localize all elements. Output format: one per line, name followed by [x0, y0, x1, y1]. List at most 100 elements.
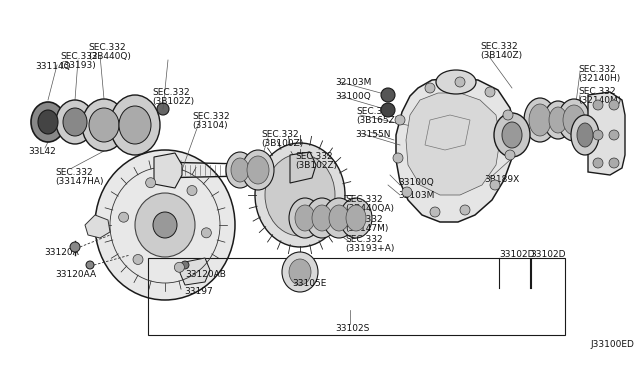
Text: 33102S: 33102S	[335, 324, 369, 333]
Polygon shape	[154, 153, 182, 188]
Text: (32140H): (32140H)	[578, 74, 620, 83]
Circle shape	[181, 261, 189, 269]
Circle shape	[381, 103, 395, 117]
Circle shape	[118, 212, 129, 222]
Circle shape	[455, 77, 465, 87]
Text: SEC.332: SEC.332	[152, 88, 189, 97]
Circle shape	[609, 130, 619, 140]
Circle shape	[187, 186, 197, 196]
Ellipse shape	[95, 150, 235, 300]
Ellipse shape	[544, 101, 572, 139]
Text: 33114Q: 33114Q	[35, 62, 70, 71]
Text: SEC.332: SEC.332	[578, 87, 616, 96]
Ellipse shape	[56, 100, 94, 144]
Circle shape	[430, 207, 440, 217]
Text: SEC.332: SEC.332	[261, 130, 299, 139]
Ellipse shape	[289, 259, 311, 285]
Circle shape	[381, 88, 395, 102]
Circle shape	[393, 153, 403, 163]
Circle shape	[503, 110, 513, 120]
Text: 33155N: 33155N	[355, 130, 390, 139]
Text: 33197: 33197	[184, 287, 212, 296]
Text: (32140M): (32140M)	[578, 96, 621, 105]
Circle shape	[593, 130, 603, 140]
Circle shape	[86, 261, 94, 269]
Ellipse shape	[295, 205, 315, 231]
Circle shape	[593, 158, 603, 168]
Circle shape	[395, 115, 405, 125]
Text: 33102D: 33102D	[530, 250, 566, 259]
Polygon shape	[588, 92, 625, 175]
Polygon shape	[180, 258, 210, 285]
Polygon shape	[85, 215, 110, 238]
Ellipse shape	[502, 122, 522, 148]
Polygon shape	[290, 152, 316, 183]
Ellipse shape	[323, 198, 355, 238]
Ellipse shape	[38, 110, 58, 134]
Circle shape	[146, 178, 156, 188]
Text: SEC.332: SEC.332	[480, 42, 518, 51]
Ellipse shape	[110, 95, 160, 155]
Text: (33104): (33104)	[192, 121, 228, 130]
Ellipse shape	[226, 152, 254, 188]
Text: J33100ED: J33100ED	[590, 340, 634, 349]
Circle shape	[609, 100, 619, 110]
Text: 32103M: 32103M	[398, 191, 435, 200]
Ellipse shape	[524, 98, 556, 142]
Ellipse shape	[306, 198, 338, 238]
Circle shape	[70, 242, 80, 252]
Ellipse shape	[571, 115, 599, 155]
Text: SEC.332: SEC.332	[345, 235, 383, 244]
Text: (33193+A): (33193+A)	[345, 244, 394, 253]
Text: (3B165Z): (3B165Z)	[356, 116, 398, 125]
Text: (3B140Z): (3B140Z)	[480, 51, 522, 60]
Text: 33L42: 33L42	[28, 147, 56, 156]
Ellipse shape	[89, 108, 119, 142]
Text: 32103M: 32103M	[335, 78, 371, 87]
Ellipse shape	[119, 106, 151, 144]
Text: 3B189X: 3B189X	[484, 175, 519, 184]
Ellipse shape	[558, 99, 590, 141]
Text: SEC.332: SEC.332	[345, 195, 383, 204]
Ellipse shape	[577, 123, 593, 147]
Ellipse shape	[549, 107, 567, 133]
Circle shape	[505, 150, 515, 160]
Ellipse shape	[247, 156, 269, 184]
Text: SEC.332: SEC.332	[578, 65, 616, 74]
Text: SEC.332: SEC.332	[60, 52, 98, 61]
Circle shape	[490, 180, 500, 190]
Text: (3B100Z): (3B100Z)	[261, 139, 303, 148]
Circle shape	[174, 166, 182, 174]
Text: (33193): (33193)	[60, 61, 96, 70]
Polygon shape	[406, 93, 500, 195]
Ellipse shape	[242, 150, 274, 190]
Ellipse shape	[312, 205, 332, 231]
Text: SEC.332: SEC.332	[345, 215, 383, 224]
Text: 33102D: 33102D	[499, 250, 534, 259]
Ellipse shape	[289, 198, 321, 238]
Ellipse shape	[346, 205, 366, 231]
Text: 33100Q: 33100Q	[398, 178, 434, 187]
Ellipse shape	[563, 105, 585, 135]
Circle shape	[202, 228, 211, 238]
Text: (33147HA): (33147HA)	[55, 177, 104, 186]
Text: 33120AA: 33120AA	[55, 270, 96, 279]
Ellipse shape	[63, 108, 87, 136]
Text: SEC.332: SEC.332	[55, 168, 93, 177]
Text: 33100Q: 33100Q	[335, 92, 371, 101]
Ellipse shape	[340, 198, 372, 238]
Circle shape	[425, 83, 435, 93]
Ellipse shape	[329, 205, 349, 231]
Circle shape	[609, 158, 619, 168]
Ellipse shape	[436, 70, 476, 94]
Text: SEC.332: SEC.332	[295, 152, 333, 161]
Text: 33120AB: 33120AB	[185, 270, 226, 279]
Circle shape	[402, 187, 412, 197]
Circle shape	[157, 103, 169, 115]
Text: SEC.332: SEC.332	[356, 107, 394, 116]
Ellipse shape	[135, 193, 195, 257]
Text: 33105E: 33105E	[292, 279, 326, 288]
Ellipse shape	[494, 113, 530, 157]
Text: (3B440QA): (3B440QA)	[345, 204, 394, 213]
Text: (3B102Z): (3B102Z)	[295, 161, 337, 170]
